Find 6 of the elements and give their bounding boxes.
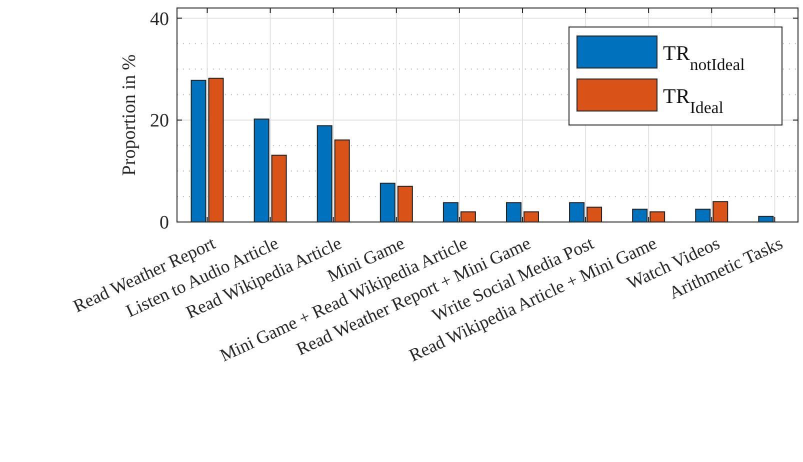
- y-tick-label: 20: [150, 110, 169, 132]
- y-tick-label: 0: [160, 212, 169, 234]
- y-axis-title: Proportion in %: [119, 54, 140, 176]
- legend-label: TR$_{Ideal}$: [663, 84, 724, 116]
- y-tick-label: 40: [150, 8, 169, 30]
- legend-label: TR$_{notIdeal}$: [663, 41, 746, 74]
